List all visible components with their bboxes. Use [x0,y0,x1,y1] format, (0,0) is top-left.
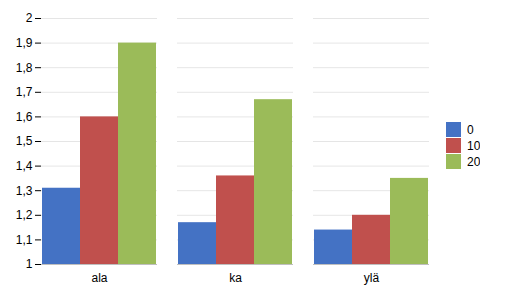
html-text:10: 10 [467,138,481,153]
svg-text:1,4: 1,4 [16,159,33,173]
svg-text:ka: ka [229,271,242,285]
svg-text:1,8: 1,8 [16,61,33,75]
svg-text:1,9: 1,9 [16,36,33,50]
svg-text:1,1: 1,1 [16,233,33,247]
svg-text:1: 1 [26,257,33,271]
svg-text:1,7: 1,7 [16,85,33,99]
svg-text:1,2: 1,2 [16,208,33,222]
svg-text:ala: ala [91,271,107,285]
html-text:20: 20 [467,154,481,169]
svg-text:1,3: 1,3 [16,184,33,198]
svg-text:1,5: 1,5 [16,134,33,148]
svg-text:ylä: ylä [364,271,380,285]
svg-text:1,6: 1,6 [16,110,33,124]
svg-text:2: 2 [26,11,33,25]
html-text:0: 0 [467,122,474,137]
